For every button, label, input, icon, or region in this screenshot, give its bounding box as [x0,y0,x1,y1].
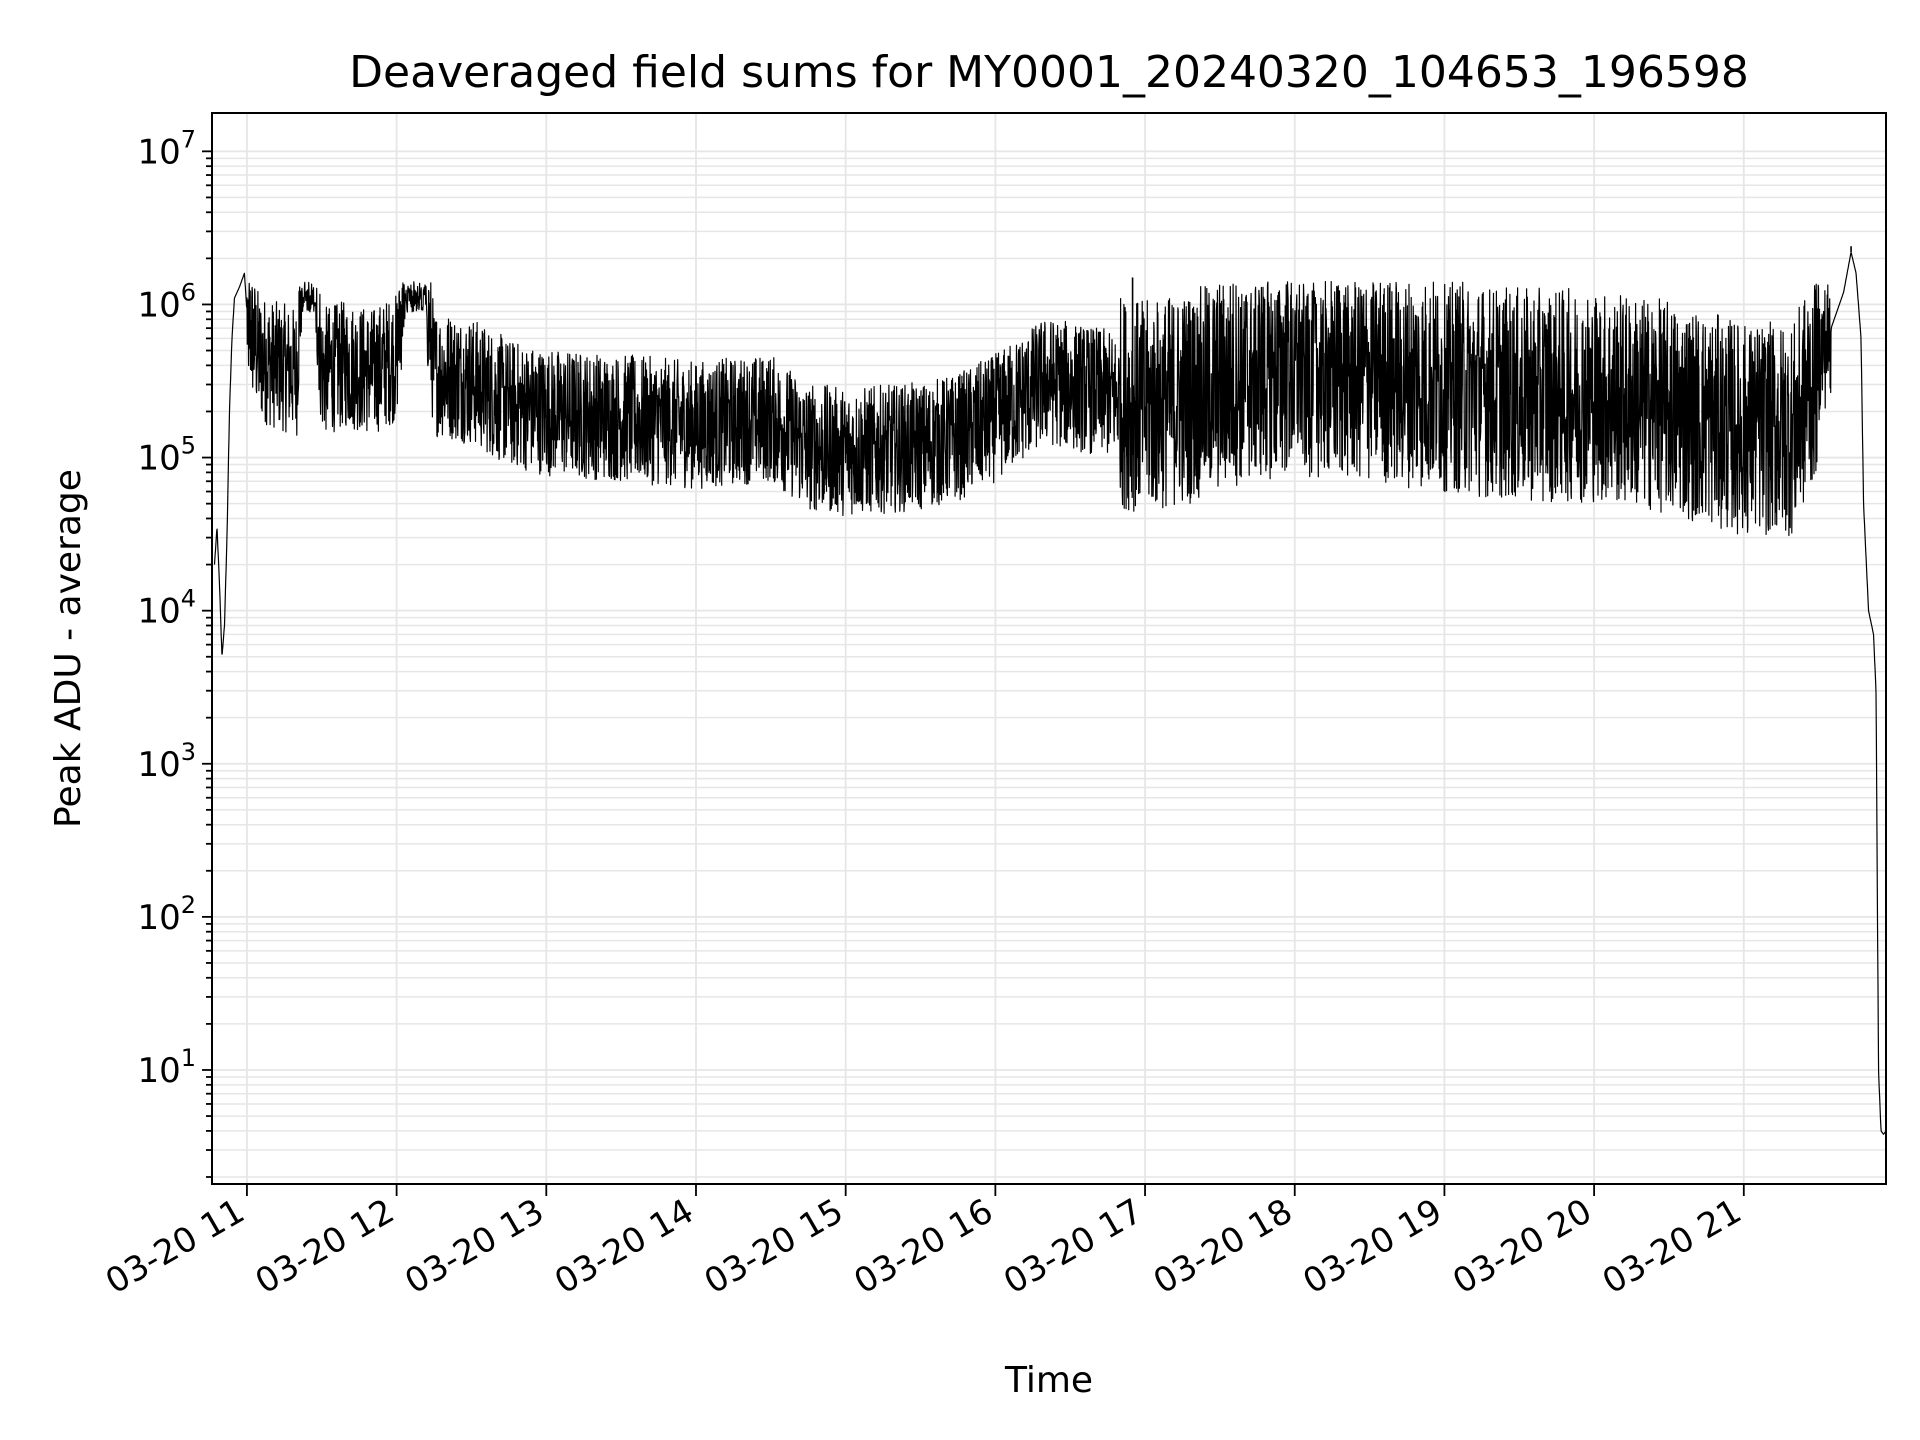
y-tick-label: 103 [137,738,196,785]
y-tick-label: 106 [137,278,196,325]
plot-frame [211,112,1887,1185]
y-axis-label: Peak ADU - average [48,469,89,828]
y-tick-label: 105 [137,432,196,479]
y-tick-exponent: 5 [181,432,196,460]
y-tick-exponent: 1 [181,1044,196,1072]
y-tick-label: 107 [137,125,196,172]
series-line [213,252,1887,1135]
x-axis-label: Time [1004,1360,1093,1401]
y-tick-exponent: 2 [181,891,196,919]
y-tick-exponent: 3 [181,738,196,766]
y-tick-base: 10 [137,439,180,479]
y-tick-base: 10 [137,132,180,172]
chart-title: Deaveraged field sums for MY0001_2024032… [349,47,1749,98]
y-tick-label: 104 [137,585,196,632]
y-tick-base: 10 [137,745,180,785]
y-tick-base: 10 [137,898,180,938]
y-tick-exponent: 7 [181,125,196,153]
y-tick-exponent: 6 [181,278,196,306]
y-tick-label: 101 [137,1044,196,1091]
y-tick-base: 10 [137,1051,180,1091]
y-tick-base: 10 [137,592,180,632]
y-tick-exponent: 4 [181,585,196,613]
y-tick-label: 102 [137,891,196,938]
y-tick-base: 10 [137,285,180,325]
series-layer [213,246,1887,1135]
grid [212,113,1886,1184]
